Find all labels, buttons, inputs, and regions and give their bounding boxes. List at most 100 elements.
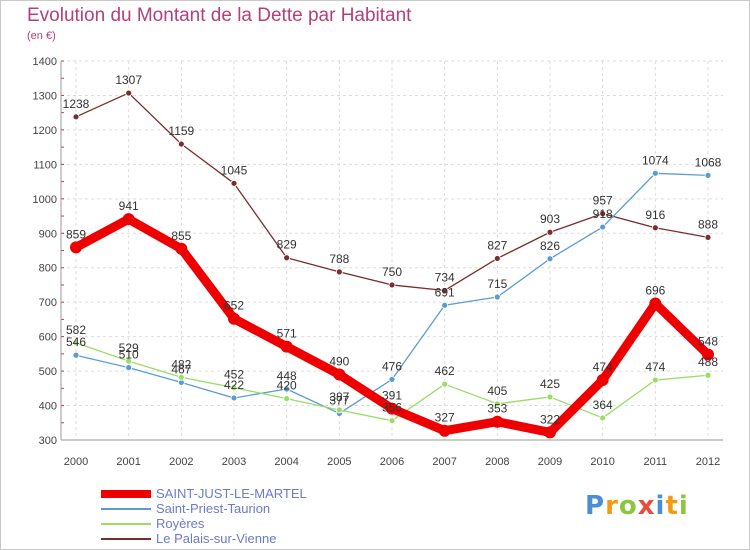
data-label-le-palais-sur-vienne: 916 bbox=[645, 208, 665, 222]
data-label-saint-priest-taurion: 422 bbox=[224, 378, 244, 392]
x-tick-label: 2007 bbox=[432, 456, 456, 468]
data-point-saint-priest-taurion bbox=[388, 375, 396, 383]
data-label-le-palais-sur-vienne: 750 bbox=[382, 265, 402, 279]
chart-subtitle: (en €) bbox=[27, 30, 56, 42]
data-label-saint-just-le-martel: 391 bbox=[382, 389, 402, 403]
data-label-le-palais-sur-vienne: 734 bbox=[435, 270, 455, 284]
data-label-saint-just-le-martel: 548 bbox=[698, 335, 718, 349]
data-label-saint-just-le-martel: 859 bbox=[66, 227, 86, 241]
y-tick-label: 1100 bbox=[33, 159, 57, 171]
data-point-saint-just-le-martel bbox=[491, 415, 504, 428]
y-tick-label: 800 bbox=[39, 263, 57, 275]
y-tick-label: 700 bbox=[39, 297, 57, 309]
y-tick-label: 1000 bbox=[33, 194, 57, 206]
data-label-saint-priest-taurion: 467 bbox=[171, 362, 191, 376]
data-point-roy-res bbox=[72, 339, 80, 347]
data-point-saint-priest-taurion bbox=[546, 255, 554, 263]
x-tick-label: 2000 bbox=[64, 456, 88, 468]
data-label-le-palais-sur-vienne: 1238 bbox=[63, 97, 90, 111]
x-tick-label: 2012 bbox=[696, 456, 720, 468]
data-point-le-palais-sur-vienne bbox=[388, 281, 396, 289]
legend-swatch-saint-just bbox=[101, 490, 151, 498]
data-point-le-palais-sur-vienne bbox=[335, 268, 343, 276]
logo-letter: t bbox=[665, 491, 679, 521]
data-label-saint-just-le-martel: 571 bbox=[277, 327, 297, 341]
data-label-roy-res: 452 bbox=[224, 368, 244, 382]
logo-letter: i bbox=[678, 491, 689, 521]
data-label-saint-just-le-martel: 353 bbox=[487, 402, 507, 416]
data-point-roy-res bbox=[283, 395, 291, 403]
data-point-saint-priest-taurion bbox=[704, 171, 712, 179]
data-point-saint-just-le-martel bbox=[122, 213, 135, 226]
legend-swatch-saint-priest bbox=[101, 508, 151, 510]
data-point-le-palais-sur-vienne bbox=[599, 210, 607, 218]
data-label-saint-priest-taurion: 826 bbox=[540, 239, 560, 253]
data-point-saint-priest-taurion bbox=[125, 364, 133, 372]
data-point-roy-res bbox=[493, 400, 501, 408]
data-point-saint-just-le-martel bbox=[70, 241, 82, 254]
legend-label-saint-priest: Saint-Priest-Taurion bbox=[156, 501, 271, 516]
y-tick-label: 400 bbox=[39, 401, 57, 413]
logo-letter: i bbox=[655, 491, 666, 521]
data-point-roy-res bbox=[441, 380, 449, 388]
y-tick-label: 300 bbox=[39, 435, 57, 447]
data-point-roy-res bbox=[335, 406, 343, 414]
data-point-roy-res bbox=[177, 373, 185, 381]
legend-swatch-palais bbox=[101, 538, 151, 540]
data-point-saint-priest-taurion bbox=[493, 293, 501, 301]
data-point-saint-just-le-martel bbox=[333, 368, 346, 381]
data-label-saint-priest-taurion: 715 bbox=[487, 277, 507, 291]
data-label-le-palais-sur-vienne: 1045 bbox=[221, 163, 248, 177]
data-point-le-palais-sur-vienne bbox=[546, 228, 554, 236]
data-point-saint-just-le-martel bbox=[702, 348, 714, 361]
data-label-saint-priest-taurion: 1068 bbox=[695, 155, 722, 169]
data-label-roy-res: 582 bbox=[66, 323, 86, 337]
data-point-le-palais-sur-vienne bbox=[283, 254, 291, 262]
data-point-roy-res bbox=[546, 393, 554, 401]
data-label-le-palais-sur-vienne: 827 bbox=[487, 238, 507, 252]
data-label-saint-just-le-martel: 490 bbox=[329, 355, 349, 369]
data-label-saint-priest-taurion: 918 bbox=[593, 207, 613, 221]
data-point-le-palais-sur-vienne bbox=[441, 287, 449, 294]
data-point-roy-res bbox=[125, 357, 133, 365]
legend-label-palais: Le Palais-sur-Vienne bbox=[156, 531, 277, 546]
data-label-le-palais-sur-vienne: 829 bbox=[277, 238, 297, 252]
y-tick-label: 500 bbox=[39, 366, 57, 378]
x-tick-label: 2005 bbox=[327, 456, 351, 468]
data-point-roy-res bbox=[388, 417, 396, 425]
data-point-le-palais-sur-vienne bbox=[704, 234, 712, 241]
y-tick-label: 600 bbox=[39, 332, 57, 344]
data-label-saint-just-le-martel: 652 bbox=[224, 299, 244, 313]
data-point-saint-just-le-martel bbox=[596, 374, 609, 387]
data-point-le-palais-sur-vienne bbox=[493, 255, 501, 262]
data-point-saint-priest-taurion bbox=[441, 301, 449, 309]
data-point-saint-just-le-martel bbox=[280, 340, 293, 353]
data-point-saint-priest-taurion bbox=[283, 385, 291, 393]
data-point-le-palais-sur-vienne bbox=[230, 179, 238, 187]
logo-letter: P bbox=[585, 491, 606, 521]
x-tick-label: 2010 bbox=[590, 456, 614, 468]
x-tick-label: 2003 bbox=[222, 456, 246, 468]
data-label-saint-priest-taurion: 546 bbox=[66, 335, 86, 349]
data-label-roy-res: 425 bbox=[540, 377, 560, 391]
data-label-saint-priest-taurion: 1074 bbox=[642, 153, 669, 167]
x-tick-label: 2001 bbox=[116, 456, 140, 468]
data-point-saint-just-le-martel bbox=[386, 402, 398, 415]
data-point-roy-res bbox=[599, 414, 607, 422]
x-tick-label: 2002 bbox=[169, 456, 193, 468]
data-point-saint-just-le-martel bbox=[228, 312, 240, 325]
data-point-saint-just-le-martel bbox=[175, 242, 188, 255]
logo-letter: o bbox=[618, 491, 638, 521]
chart-title: Evolution du Montant de la Dette par Hab… bbox=[27, 5, 412, 26]
legend-label-royeres: Royères bbox=[156, 516, 205, 531]
data-label-roy-res: 356 bbox=[382, 401, 402, 415]
data-label-roy-res: 488 bbox=[698, 355, 718, 369]
x-tick-label: 2009 bbox=[538, 456, 562, 468]
data-label-roy-res: 405 bbox=[487, 384, 507, 398]
data-label-roy-res: 474 bbox=[645, 360, 665, 374]
y-tick-label: 1300 bbox=[33, 90, 57, 102]
data-point-roy-res bbox=[704, 371, 712, 379]
y-tick-label: 900 bbox=[39, 228, 57, 240]
